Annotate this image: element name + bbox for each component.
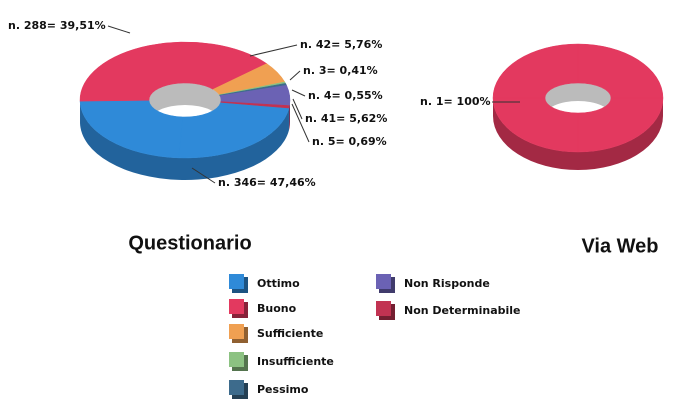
slice (492, 43, 664, 153)
legend-label: Buono (257, 302, 297, 315)
data-label: n. 346= 47,46% (218, 176, 316, 189)
leader-line (291, 89, 306, 97)
data-label: n. 288= 39,51% (8, 19, 106, 32)
leader-line (107, 25, 131, 34)
data-label: n. 1= 100% (420, 95, 491, 108)
chart-title: Questionario (128, 232, 251, 254)
legend-swatch (229, 380, 244, 395)
legend-label: Non Risponde (404, 277, 490, 290)
legend-swatch (229, 352, 244, 367)
legend-label: Insufficiente (257, 355, 334, 368)
chart-title: Via Web (581, 235, 658, 257)
legend-label: Non Determinabile (404, 304, 521, 317)
legend-swatch (229, 324, 244, 339)
slice-side (493, 98, 663, 170)
leader-line (292, 98, 303, 120)
hole-wall (545, 83, 611, 116)
data-label: n. 3= 0,41% (303, 64, 378, 77)
hole-wall (149, 83, 221, 122)
leader-line (291, 103, 310, 143)
data-label: n. 41= 5,62% (305, 112, 387, 125)
leader-line (289, 70, 301, 81)
leader-line (191, 167, 216, 184)
data-label: n. 5= 0,69% (312, 135, 387, 148)
slice (79, 100, 290, 159)
legend-swatch (376, 274, 391, 289)
slice-side (288, 105, 290, 131)
legend-label: Ottimo (257, 277, 300, 290)
slice (79, 41, 268, 102)
slice (220, 101, 290, 109)
leader-line (249, 44, 298, 57)
legend-swatch (229, 274, 244, 289)
legend-label: Sufficiente (257, 327, 323, 340)
legend-swatch (229, 299, 244, 314)
legend-label: Pessimo (257, 383, 309, 396)
slice-side (80, 101, 289, 181)
data-label: n. 4= 0,55% (308, 89, 383, 102)
legend-swatch (376, 301, 391, 316)
data-label: n. 42= 5,76% (300, 38, 382, 51)
